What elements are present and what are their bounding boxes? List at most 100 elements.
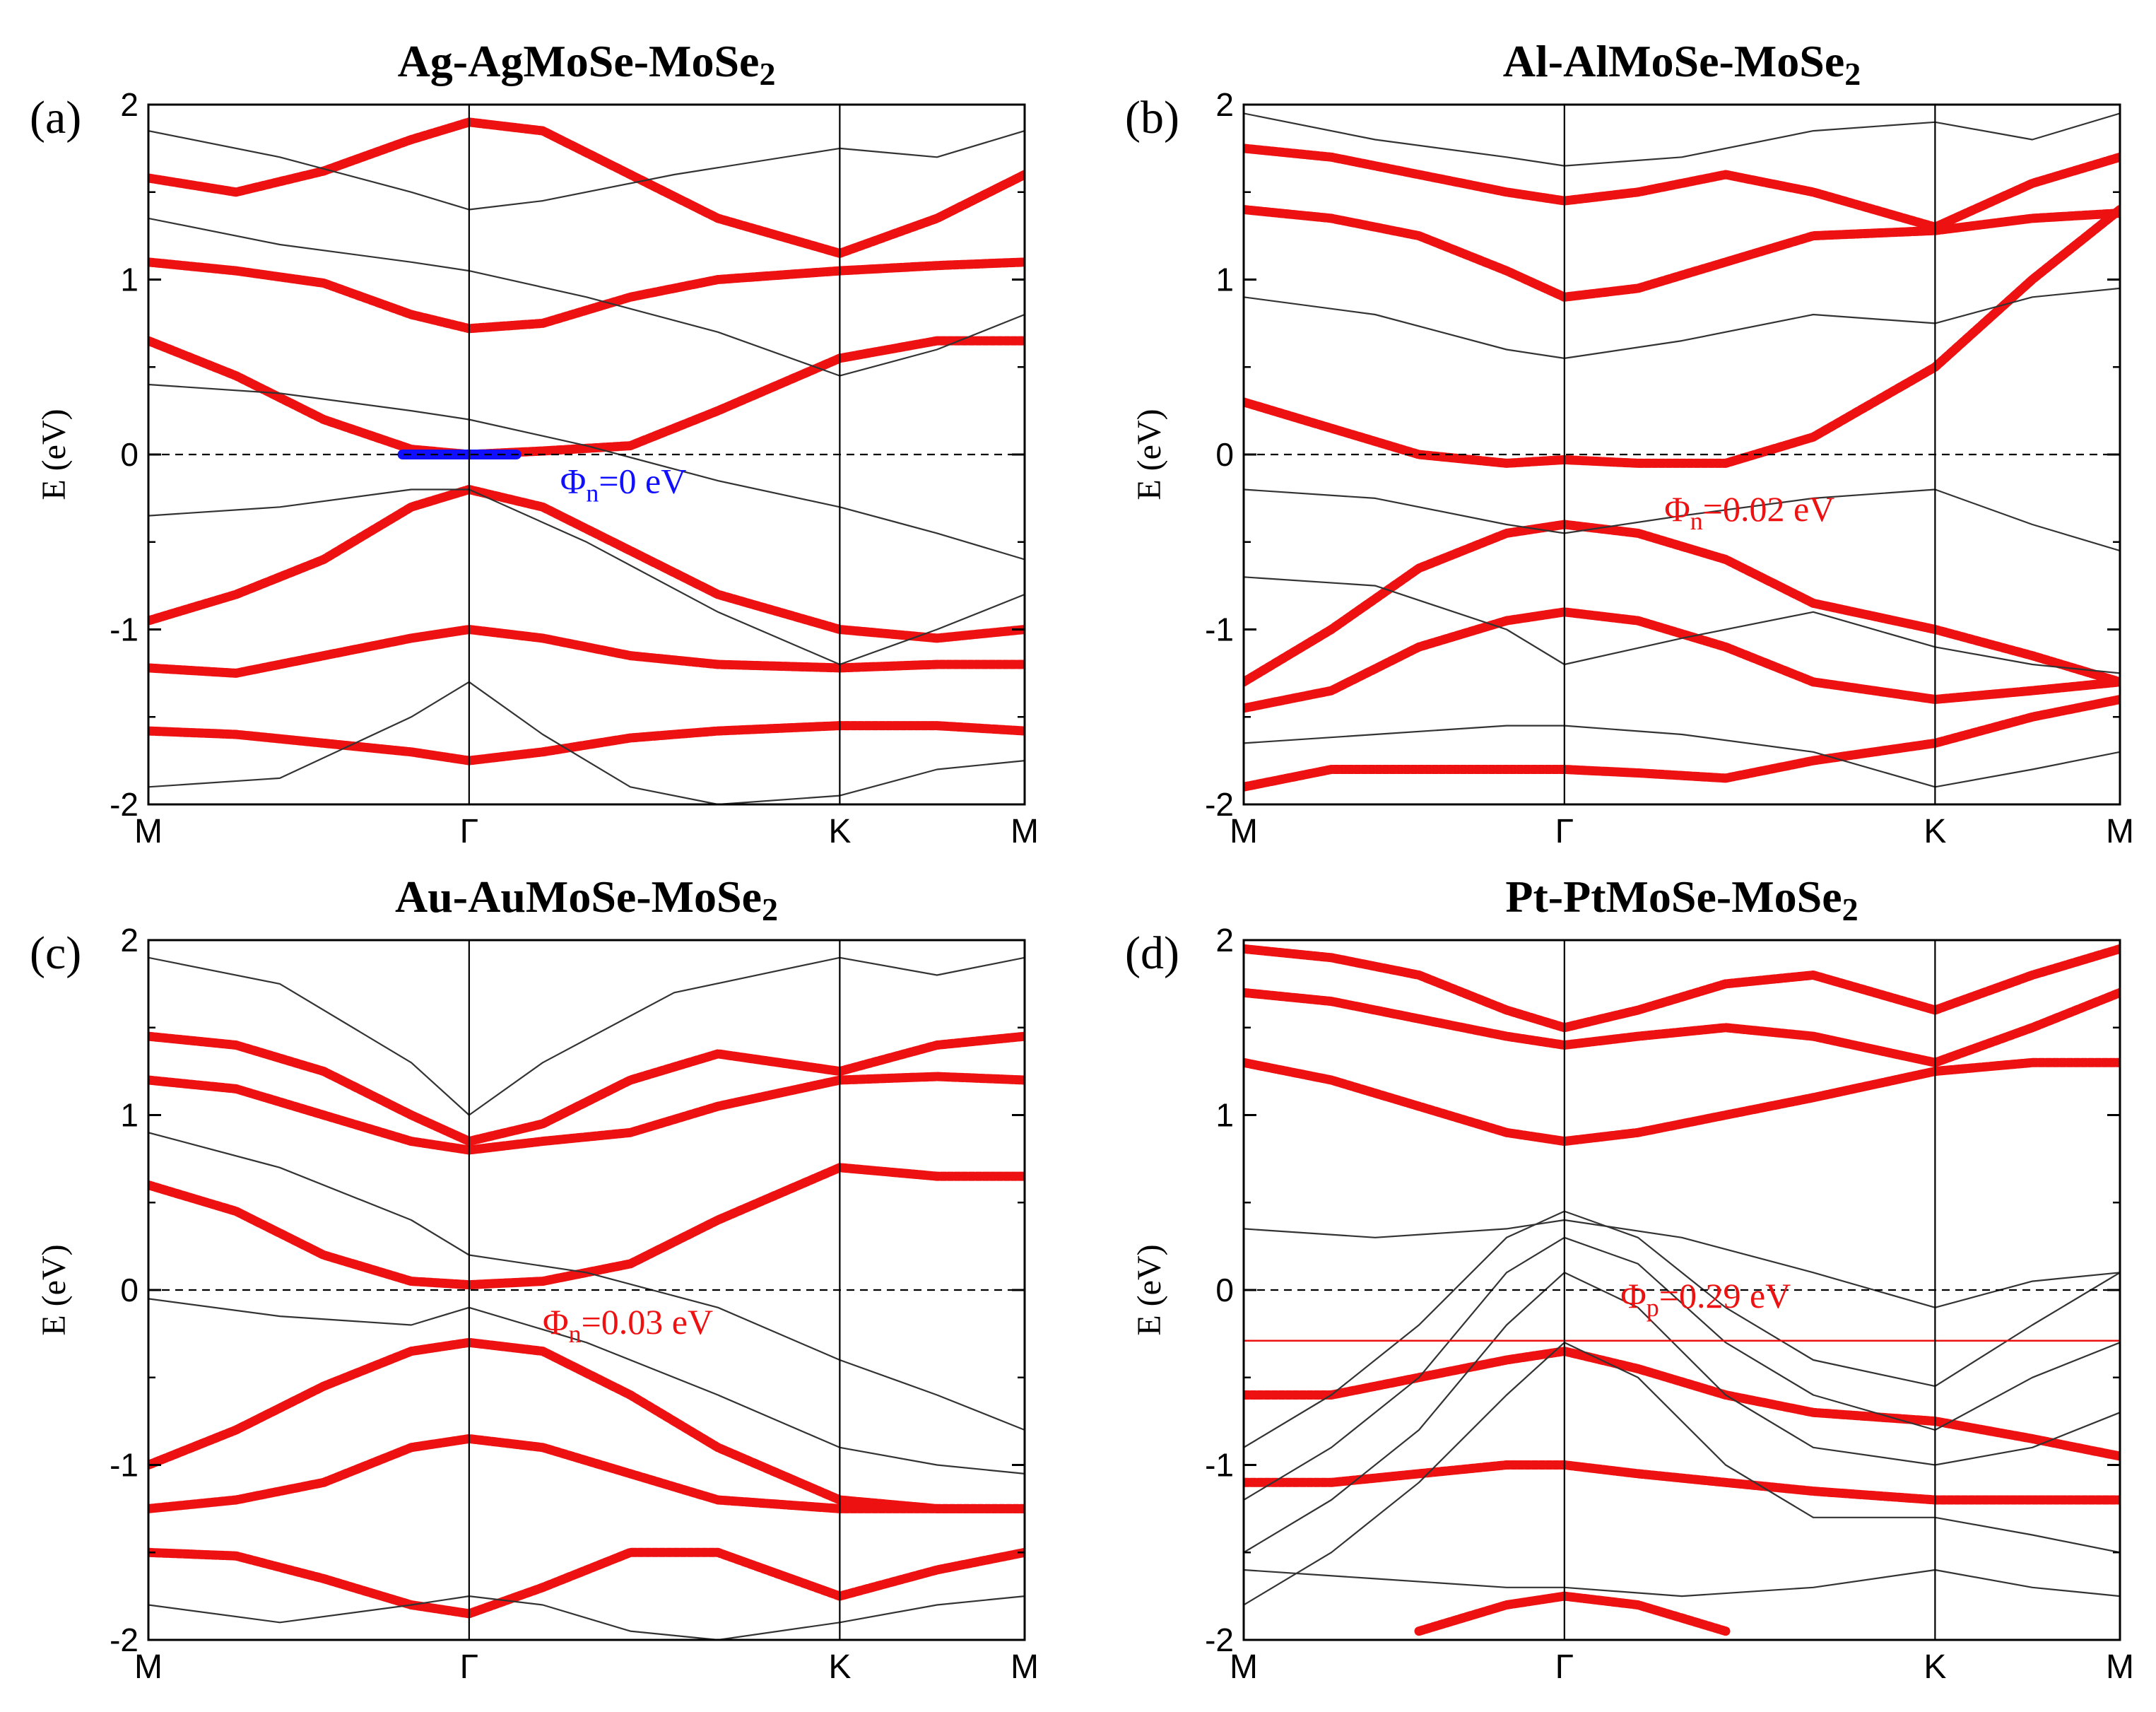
ytick-label: -2 [110, 1622, 139, 1658]
projected-band-5 [148, 1547, 1025, 1619]
panel-title-main: Pt-PtMoSe-MoSe [1505, 872, 1842, 922]
projected-band-1 [148, 1072, 1025, 1155]
barrier-subscript: n [1690, 507, 1703, 535]
ytick-label: -2 [1205, 1622, 1234, 1658]
projected-band-4 [148, 1433, 1025, 1513]
ytick-label: -1 [110, 611, 139, 648]
panel-label: (a) [30, 92, 81, 143]
metal-band-9 [148, 488, 1025, 666]
ytick-label: 2 [120, 922, 139, 958]
barrier-symbol: Φ [543, 1302, 569, 1342]
projected-band-2 [148, 1163, 1025, 1290]
plot-area [148, 117, 1025, 804]
barrier-annotation: Φp=0.29 eV [1620, 1276, 1791, 1322]
kpoint-label: K [828, 1648, 851, 1686]
projected-band-2 [1244, 205, 2120, 468]
kpoint-label: Γ [1555, 813, 1574, 850]
kpoint-label: M [1230, 1648, 1258, 1686]
projected-band-4 [1244, 1460, 2120, 1505]
metal-band-10 [1244, 725, 2120, 788]
metal-band-7 [1244, 287, 2120, 359]
ytick-label: 1 [1215, 1097, 1234, 1134]
panel-title: Al-AlMoSe-MoSe2 [1503, 36, 1861, 92]
kpoint-label: K [1924, 1648, 1946, 1686]
projected-band-1 [148, 257, 1025, 334]
panel-title-main: Al-AlMoSe-MoSe [1503, 36, 1844, 86]
projected-band-1 [1244, 143, 2120, 232]
projected-band-3 [1244, 520, 2120, 687]
kpoint-label: Γ [460, 813, 478, 850]
projected-band-4 [1244, 607, 2120, 713]
panel-label: (c) [30, 927, 81, 979]
barrier-annotation: Φn=0.02 eV [1664, 489, 1834, 535]
barrier-annotation: Φn=0 eV [560, 461, 687, 507]
projected-band-5 [148, 721, 1025, 766]
projected-band-4 [148, 625, 1025, 678]
ytick-label: 1 [120, 262, 139, 298]
kpoint-label: M [1011, 813, 1039, 850]
projected-band-0 [148, 1031, 1025, 1147]
y-axis-label: E (eV) [1131, 409, 1168, 500]
projected-band-0 [1244, 205, 2120, 302]
metal-band-11 [1244, 1569, 2120, 1597]
projected-band-0 [1244, 944, 2120, 1033]
metal-band-9 [1244, 1342, 2120, 1606]
barrier-subscript: n [569, 1320, 582, 1348]
projected-band-5 [1414, 1591, 1731, 1636]
projected-band-5 [1244, 695, 2120, 792]
kpoint-label: M [2106, 1648, 2134, 1686]
panel-label: (b) [1125, 92, 1179, 143]
ytick-label: 0 [120, 1272, 139, 1308]
ytick-label: 2 [1215, 86, 1234, 123]
metal-band-7 [148, 217, 1025, 377]
ytick-label: -1 [1205, 611, 1234, 648]
metal-band-9 [1244, 576, 2120, 674]
kpoint-label: Γ [460, 1648, 478, 1686]
metal-band-6 [148, 956, 1025, 1116]
barrier-value: =0.29 eV [1659, 1276, 1791, 1315]
projected-band-3 [148, 485, 1025, 643]
panel-label: (d) [1125, 927, 1179, 979]
panel-title-subscript: 2 [759, 56, 775, 92]
ytick-label: 1 [120, 1097, 139, 1134]
panel-title: Pt-PtMoSe-MoSe2 [1505, 872, 1858, 927]
panel-title-main: Au-AuMoSe-MoSe [395, 872, 762, 922]
panel-title-subscript: 2 [1842, 891, 1858, 927]
ytick-label: -2 [110, 786, 139, 823]
panel-title-main: Ag-AgMoSe-MoSe [398, 36, 760, 86]
kpoint-label: K [1924, 813, 1946, 850]
barrier-value: =0 eV [599, 461, 686, 500]
projected-band-0 [148, 117, 1025, 258]
metal-band-10 [148, 681, 1025, 804]
barrier-subscript: p [1647, 1294, 1659, 1322]
panel-title-subscript: 2 [1844, 56, 1861, 92]
metal-band-7 [148, 1132, 1025, 1431]
projected-band-2 [1244, 1057, 2120, 1147]
kpoint-label: M [1011, 1648, 1039, 1686]
metal-band-8 [148, 1298, 1025, 1474]
barrier-symbol: Φ [1620, 1276, 1647, 1315]
projected-band-1 [1244, 987, 2120, 1067]
metal-band-6 [148, 130, 1025, 211]
kpoint-label: K [828, 813, 851, 850]
ytick-label: 0 [1215, 1272, 1234, 1308]
kpoint-label: M [134, 1648, 163, 1686]
metal-band-6 [1244, 112, 2120, 167]
metal-band-7 [1244, 1236, 2120, 1501]
panel-title-subscript: 2 [762, 891, 778, 927]
panel-title: Au-AuMoSe-MoSe2 [395, 872, 778, 927]
barrier-value: =0.02 eV [1703, 489, 1835, 529]
ytick-label: 2 [120, 86, 139, 123]
barrier-annotation: Φn=0.03 eV [543, 1302, 713, 1348]
ytick-label: -2 [1205, 786, 1234, 823]
kpoint-label: M [134, 813, 163, 850]
panel-title: Ag-AgMoSe-MoSe2 [398, 36, 776, 92]
metal-band-9 [148, 1595, 1025, 1640]
metal-band-8 [148, 383, 1025, 561]
kpoint-label: M [1230, 813, 1258, 850]
barrier-symbol: Φ [1664, 489, 1690, 529]
